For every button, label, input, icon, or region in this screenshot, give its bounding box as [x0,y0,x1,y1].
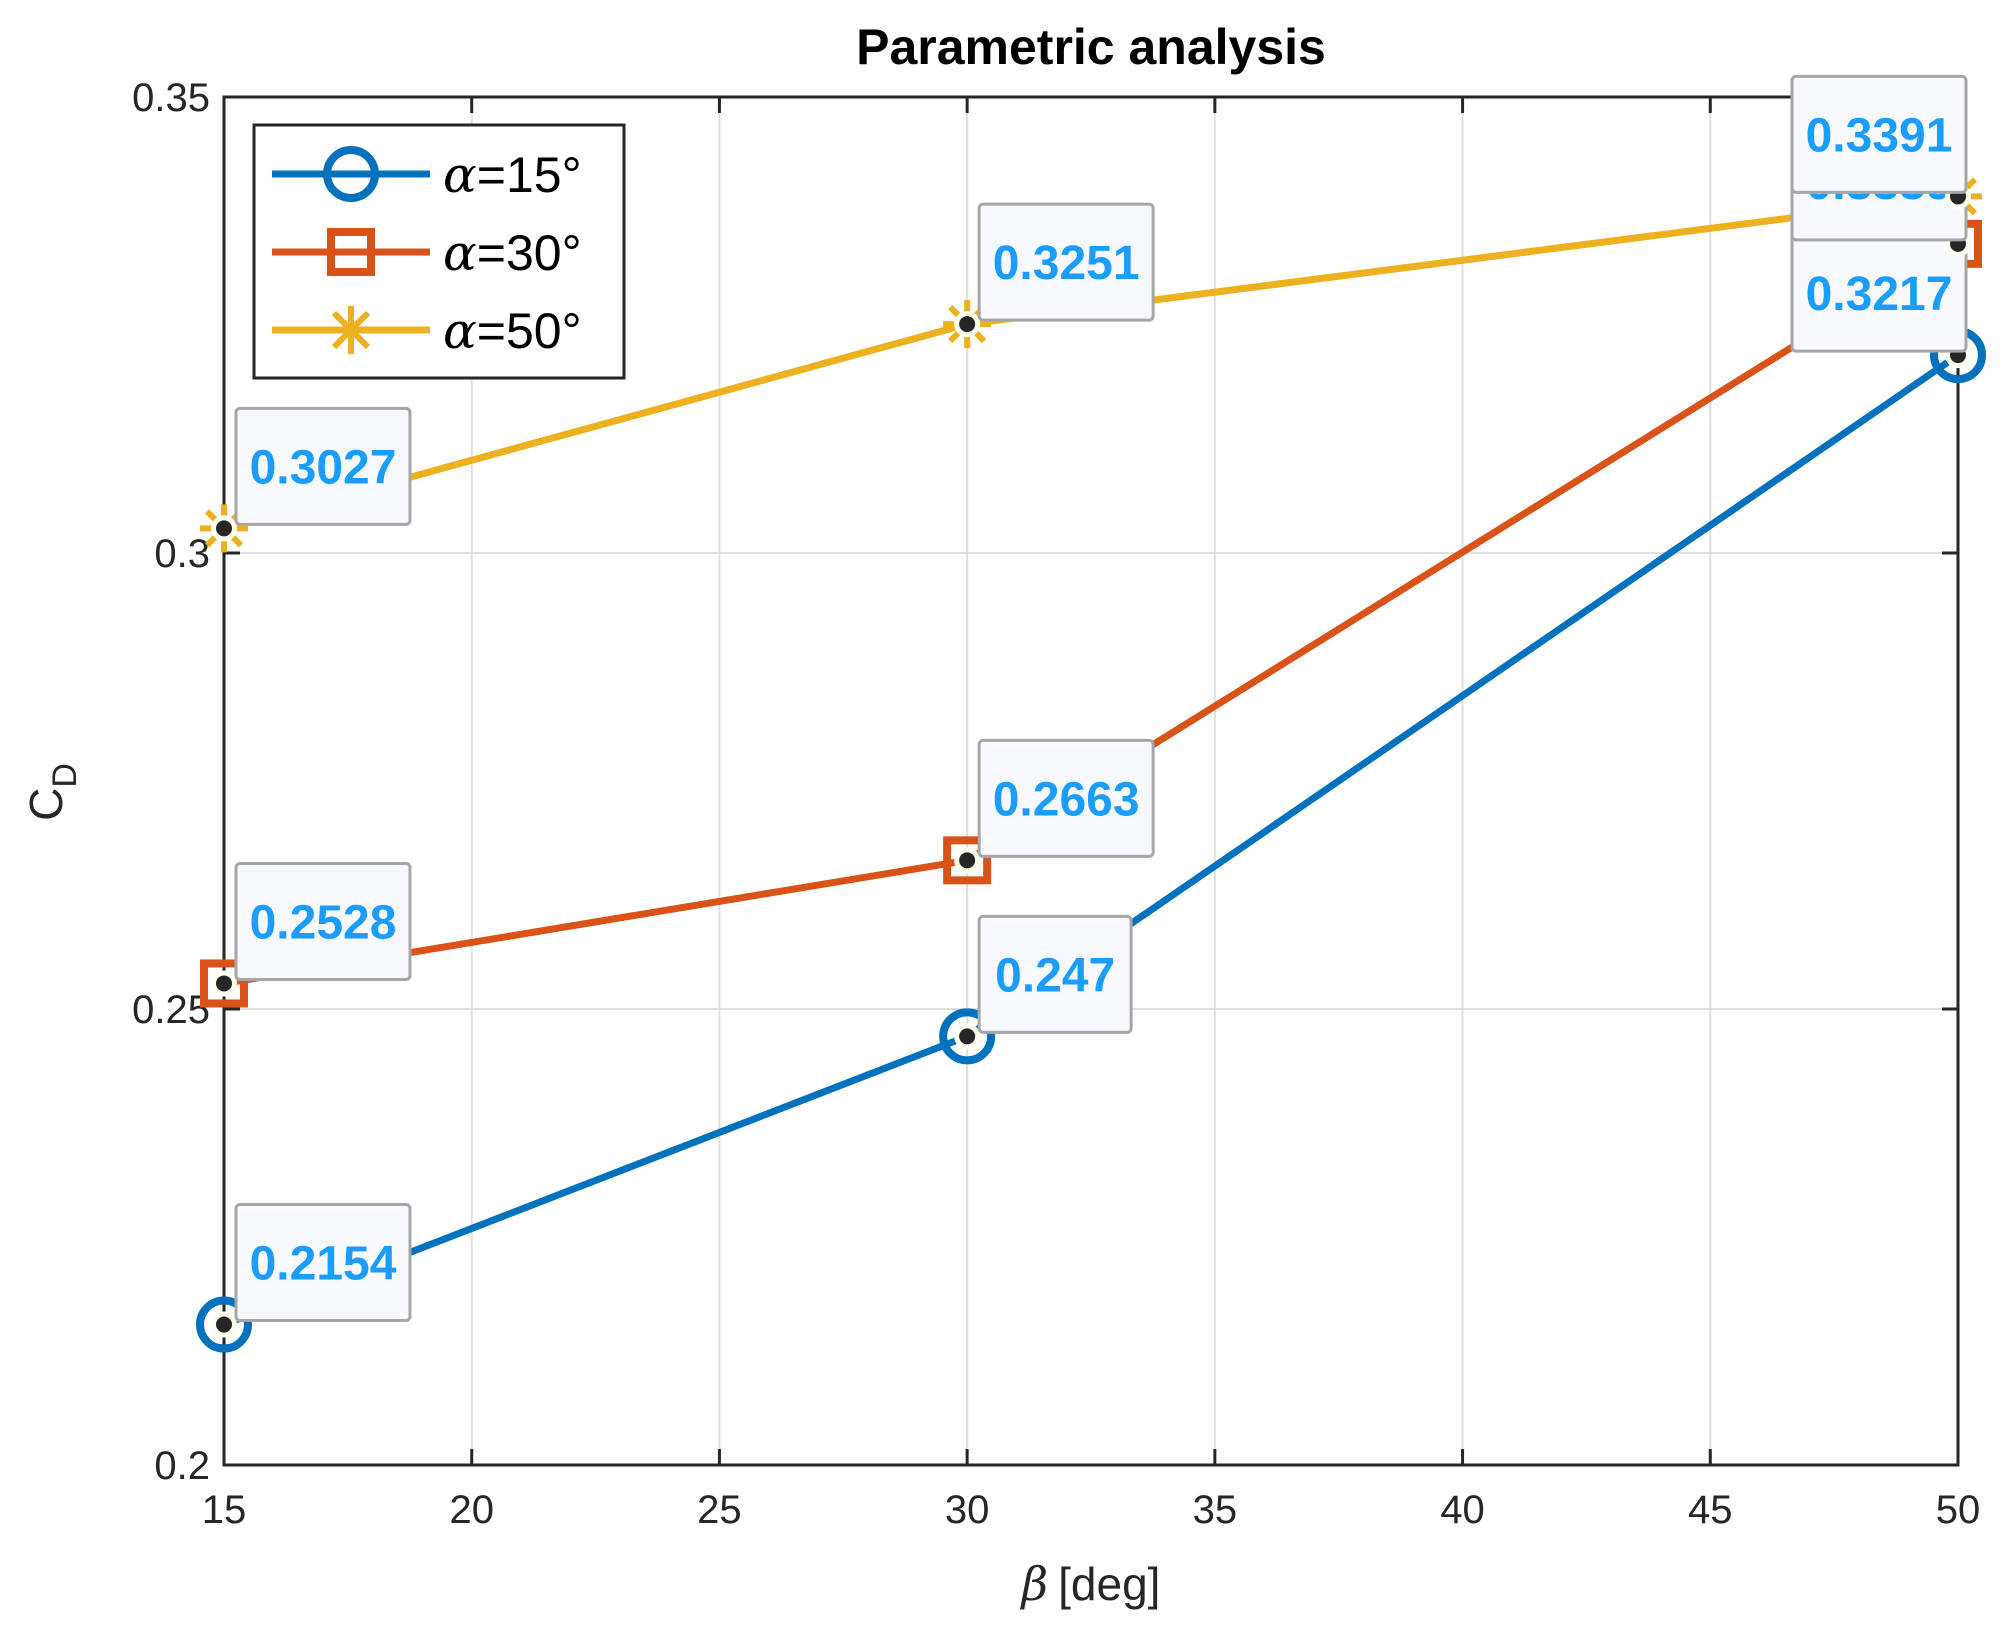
datatip[interactable]: 0.2663 [954,738,1155,874]
legend-item-alpha-30: α=30° [272,224,582,282]
axes: 15 20 25 30 35 40 45 50 0.2 0.25 0.3 0.35 [132,76,1980,1532]
x-tick-label: 20 [449,1488,494,1532]
datatip-box [234,861,412,981]
y-axis-label-main: C [20,788,72,821]
datatip-value: 0.2154 [250,1238,397,1291]
x-tick-label: 25 [697,1488,742,1532]
data-point-marker [939,1008,996,1065]
legend-label-alpha-30: α=30° [443,224,582,282]
legend-item-alpha-50: α=50° [272,302,582,360]
x-axis-label-symbol: β [1020,1557,1049,1611]
y-tick-label: 0.25 [132,988,210,1032]
data-point-marker [196,1296,252,1353]
legend-label-alpha-15-rest: =15° [477,147,582,203]
legend-swatch-alpha-15 [272,146,430,202]
datatip[interactable]: 0.2528 [211,861,412,997]
datatip[interactable]: 0.3217 [1790,233,1971,369]
x-tick-label: 45 [1688,1488,1733,1532]
datatip[interactable]: 0.3391 [1790,74,1971,210]
chart-title: Parametric analysis [856,19,1326,75]
legend-swatch-alpha-50 [272,306,430,354]
datatip-value: 0.3251 [993,237,1140,290]
legend-label-alpha-50-symbol: α [443,302,477,360]
legend-swatch-marker [323,146,379,202]
legend-swatch-marker [327,306,375,354]
datatip[interactable]: 0.2154 [211,1203,412,1338]
x-axis-label: β [deg] [1020,1557,1161,1611]
datatip-box [977,738,1155,858]
y-tick-label: 0.35 [132,76,210,120]
axes-box [222,95,1960,1467]
legend-label-alpha-50-rest: =50° [477,303,582,359]
datatip-box [977,202,1155,322]
datatip-value: 0.3217 [1806,268,1953,321]
x-tick-label: 30 [945,1488,990,1532]
datatips: 0.21540.2470.32170.25280.26630.33390.302… [211,74,1971,1338]
legend-label-alpha-15-symbol: α [443,146,477,204]
datatip-anchor-dot [959,316,976,333]
datatip-value: 0.247 [995,949,1115,1002]
x-axis-label-unit: [deg] [1058,1558,1160,1610]
legend-label-alpha-15: α=15° [443,146,582,204]
legend-swatch-alpha-30 [272,228,430,276]
svg-text:CD: CD [20,763,84,821]
datatip-value: 0.3027 [250,441,397,494]
datatip[interactable]: 0.247 [954,914,1133,1050]
datatip-box [977,914,1133,1034]
data-point-marker [200,959,248,1008]
datatip-box [1790,74,1968,194]
legend-item-alpha-15: α=15° [272,146,582,204]
legend-label-alpha-30-rest: =30° [477,225,582,281]
x-tick-label: 35 [1193,1488,1238,1532]
datatip[interactable]: 0.3027 [211,406,412,542]
datatip-box [234,406,412,526]
x-tick-label: 40 [1440,1488,1485,1532]
data-point-marker [943,836,992,885]
legend-label-alpha-30-symbol: α [443,224,477,282]
datatip-anchor-dot [959,852,976,869]
datatip-anchor-dot [216,1316,232,1333]
y-tick-label: 0.3 [154,532,210,576]
datatip-anchor-dot [216,520,232,537]
legend-swatch-marker [327,228,375,276]
y-tick-label: 0.2 [154,1444,210,1488]
datatip-value: 0.2663 [993,773,1140,826]
legend-label-alpha-50: α=50° [443,302,582,360]
datatip-anchor-dot [216,975,232,992]
x-tick-label: 50 [1936,1488,1981,1532]
datatip-value: 0.3391 [1806,109,1953,162]
datatip-anchor-dot [959,1028,976,1045]
datatip[interactable]: 0.3251 [954,202,1155,338]
datatip-value: 0.2528 [250,896,397,949]
legend: α=15° α=30° α=50° [252,123,626,380]
y-axis-label: CD [20,763,84,821]
datatip-box [234,1203,412,1323]
y-axis-label-sub: D [46,763,84,788]
x-tick-label: 15 [202,1488,247,1532]
